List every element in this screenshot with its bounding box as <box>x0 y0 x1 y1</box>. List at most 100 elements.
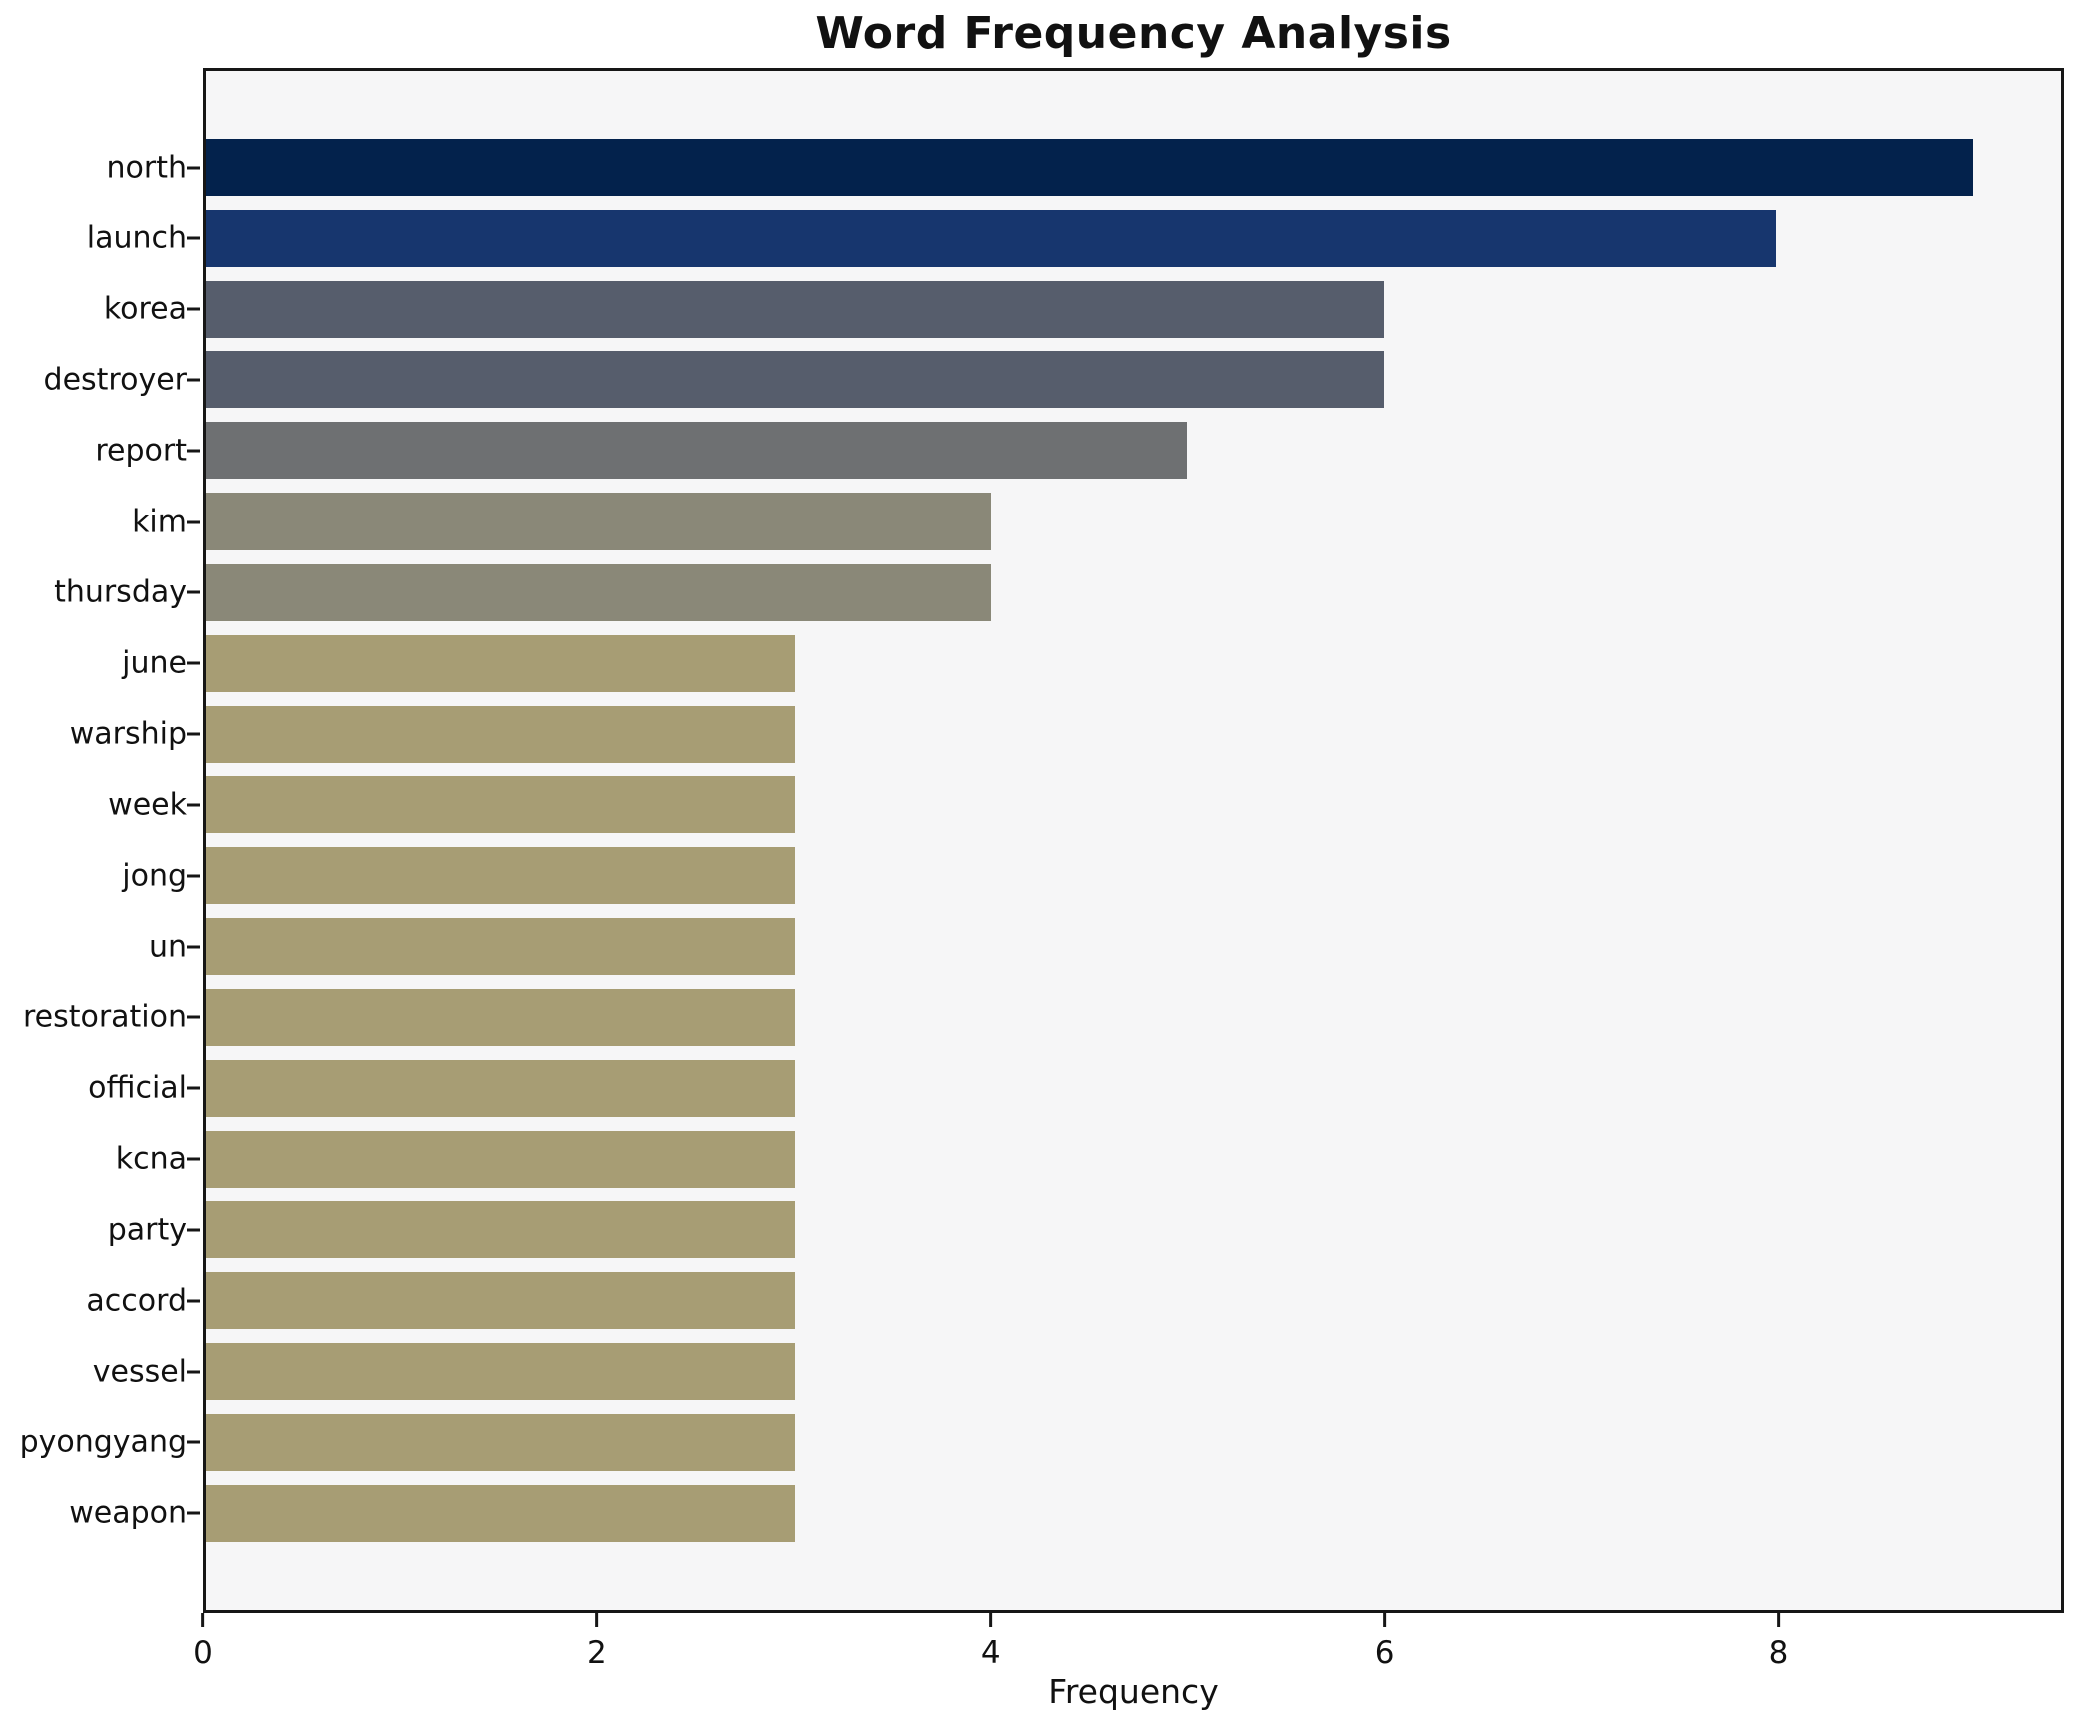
bar-row: restoration <box>23 988 2061 1046</box>
y-tick-mark <box>187 1511 200 1515</box>
bar-row: un <box>149 918 2061 976</box>
bar <box>206 209 1777 267</box>
y-tick-label: thursday <box>54 574 187 610</box>
bar <box>206 1059 795 1117</box>
bar <box>206 918 795 976</box>
y-tick-mark <box>187 378 200 382</box>
x-tick: 6 <box>1374 1613 1395 1671</box>
y-tick-mark <box>187 661 200 665</box>
bar-row: destroyer <box>44 351 2061 409</box>
y-tick-mark <box>187 1299 200 1303</box>
x-tick-mark <box>1383 1613 1387 1627</box>
y-tick-mark <box>187 520 200 524</box>
bar <box>206 705 795 763</box>
y-tick-label: destroyer <box>43 362 187 398</box>
y-tick-mark <box>187 236 200 240</box>
y-tick-label: korea <box>103 291 187 327</box>
y-tick-label: vessel <box>92 1354 187 1390</box>
bar-row: week <box>108 776 2061 834</box>
y-tick-label: warship <box>69 716 187 752</box>
y-tick-mark <box>187 307 200 311</box>
bar <box>206 776 795 834</box>
y-tick-label: restoration <box>22 999 187 1035</box>
y-tick-label: june <box>122 645 187 681</box>
x-tick-label: 6 <box>1374 1635 1395 1671</box>
bar-row: jong <box>122 847 2061 905</box>
y-tick-label: weapon <box>69 1495 187 1531</box>
bar <box>206 1130 795 1188</box>
y-tick-mark <box>187 1440 200 1444</box>
bar <box>206 139 1973 196</box>
y-tick-label: official <box>88 1070 187 1106</box>
bar-row: official <box>88 1059 2061 1117</box>
bar-row: korea <box>104 280 2061 338</box>
y-tick-mark <box>187 449 200 453</box>
y-tick-mark <box>187 1157 200 1161</box>
bar <box>206 1343 795 1401</box>
x-tick: 4 <box>981 1613 1001 1671</box>
bar-row: june <box>122 634 2061 692</box>
x-tick-mark <box>595 1613 599 1627</box>
y-tick-label: kim <box>132 504 187 540</box>
y-tick-mark <box>187 803 200 807</box>
bar <box>206 280 1384 338</box>
y-tick-label: party <box>107 1212 187 1248</box>
y-tick-mark <box>187 732 200 736</box>
y-tick-mark <box>187 166 200 169</box>
y-tick-mark <box>187 945 200 949</box>
y-tick-mark <box>187 1086 200 1090</box>
bar-row: kim <box>132 493 2061 551</box>
x-tick-label: 0 <box>193 1635 213 1671</box>
bar <box>206 563 992 621</box>
bar-row: accord <box>86 1272 2061 1330</box>
x-tick-label: 8 <box>1768 1635 1789 1671</box>
bar-row: party <box>108 1201 2061 1259</box>
x-tick-mark <box>989 1613 993 1627</box>
bar <box>206 351 1384 409</box>
bar <box>206 422 1188 480</box>
bar-row: report <box>95 422 2061 480</box>
y-tick-mark <box>187 1015 200 1019</box>
bar <box>206 1272 795 1330</box>
bar-row: thursday <box>54 563 2061 621</box>
x-tick-label: 4 <box>980 1635 1001 1671</box>
y-tick-mark <box>187 590 200 594</box>
x-tick: 8 <box>1768 1613 1789 1671</box>
y-tick-label: pyongyang <box>19 1424 187 1460</box>
y-tick-mark <box>187 1228 200 1232</box>
x-tick-mark <box>1776 1613 1780 1627</box>
x-tick: 2 <box>587 1613 607 1671</box>
bar <box>206 847 795 905</box>
bar <box>206 1413 795 1471</box>
bar <box>206 1484 795 1542</box>
bar <box>206 493 992 551</box>
chart-title: Word Frequency Analysis <box>815 8 1452 59</box>
bar-row: north <box>107 139 2061 196</box>
bar-row: pyongyang <box>20 1413 2061 1471</box>
x-axis-title: Frequency <box>1048 1672 1219 1711</box>
y-tick-mark <box>187 874 200 878</box>
y-tick-label: jong <box>122 858 187 894</box>
bar <box>206 634 795 692</box>
y-tick-label: report <box>95 433 187 469</box>
y-tick-label: north <box>106 150 187 185</box>
y-tick-label: kcna <box>115 1141 187 1177</box>
y-tick-label: launch <box>86 220 187 256</box>
bars-container: north launch korea destroyer report kim thursd… <box>20 71 2061 1610</box>
bar-row: launch <box>87 209 2061 267</box>
y-tick-label: un <box>148 929 187 965</box>
bar-row: kcna <box>116 1130 2061 1188</box>
bar-row: warship <box>70 705 2061 763</box>
plot-area: north launch korea destroyer report kim thursd… <box>20 68 2064 1613</box>
y-tick-mark <box>187 1370 200 1374</box>
bar-row: vessel <box>93 1343 2061 1401</box>
bar <box>206 1201 795 1259</box>
x-tick-mark <box>201 1613 205 1627</box>
bar <box>206 988 795 1046</box>
x-axis: 0 2 4 6 8 <box>193 1613 2064 1673</box>
bar-row: weapon <box>69 1484 2061 1542</box>
x-tick: 0 <box>193 1613 213 1671</box>
y-tick-label: week <box>108 787 187 823</box>
x-tick-label: 2 <box>586 1635 607 1671</box>
